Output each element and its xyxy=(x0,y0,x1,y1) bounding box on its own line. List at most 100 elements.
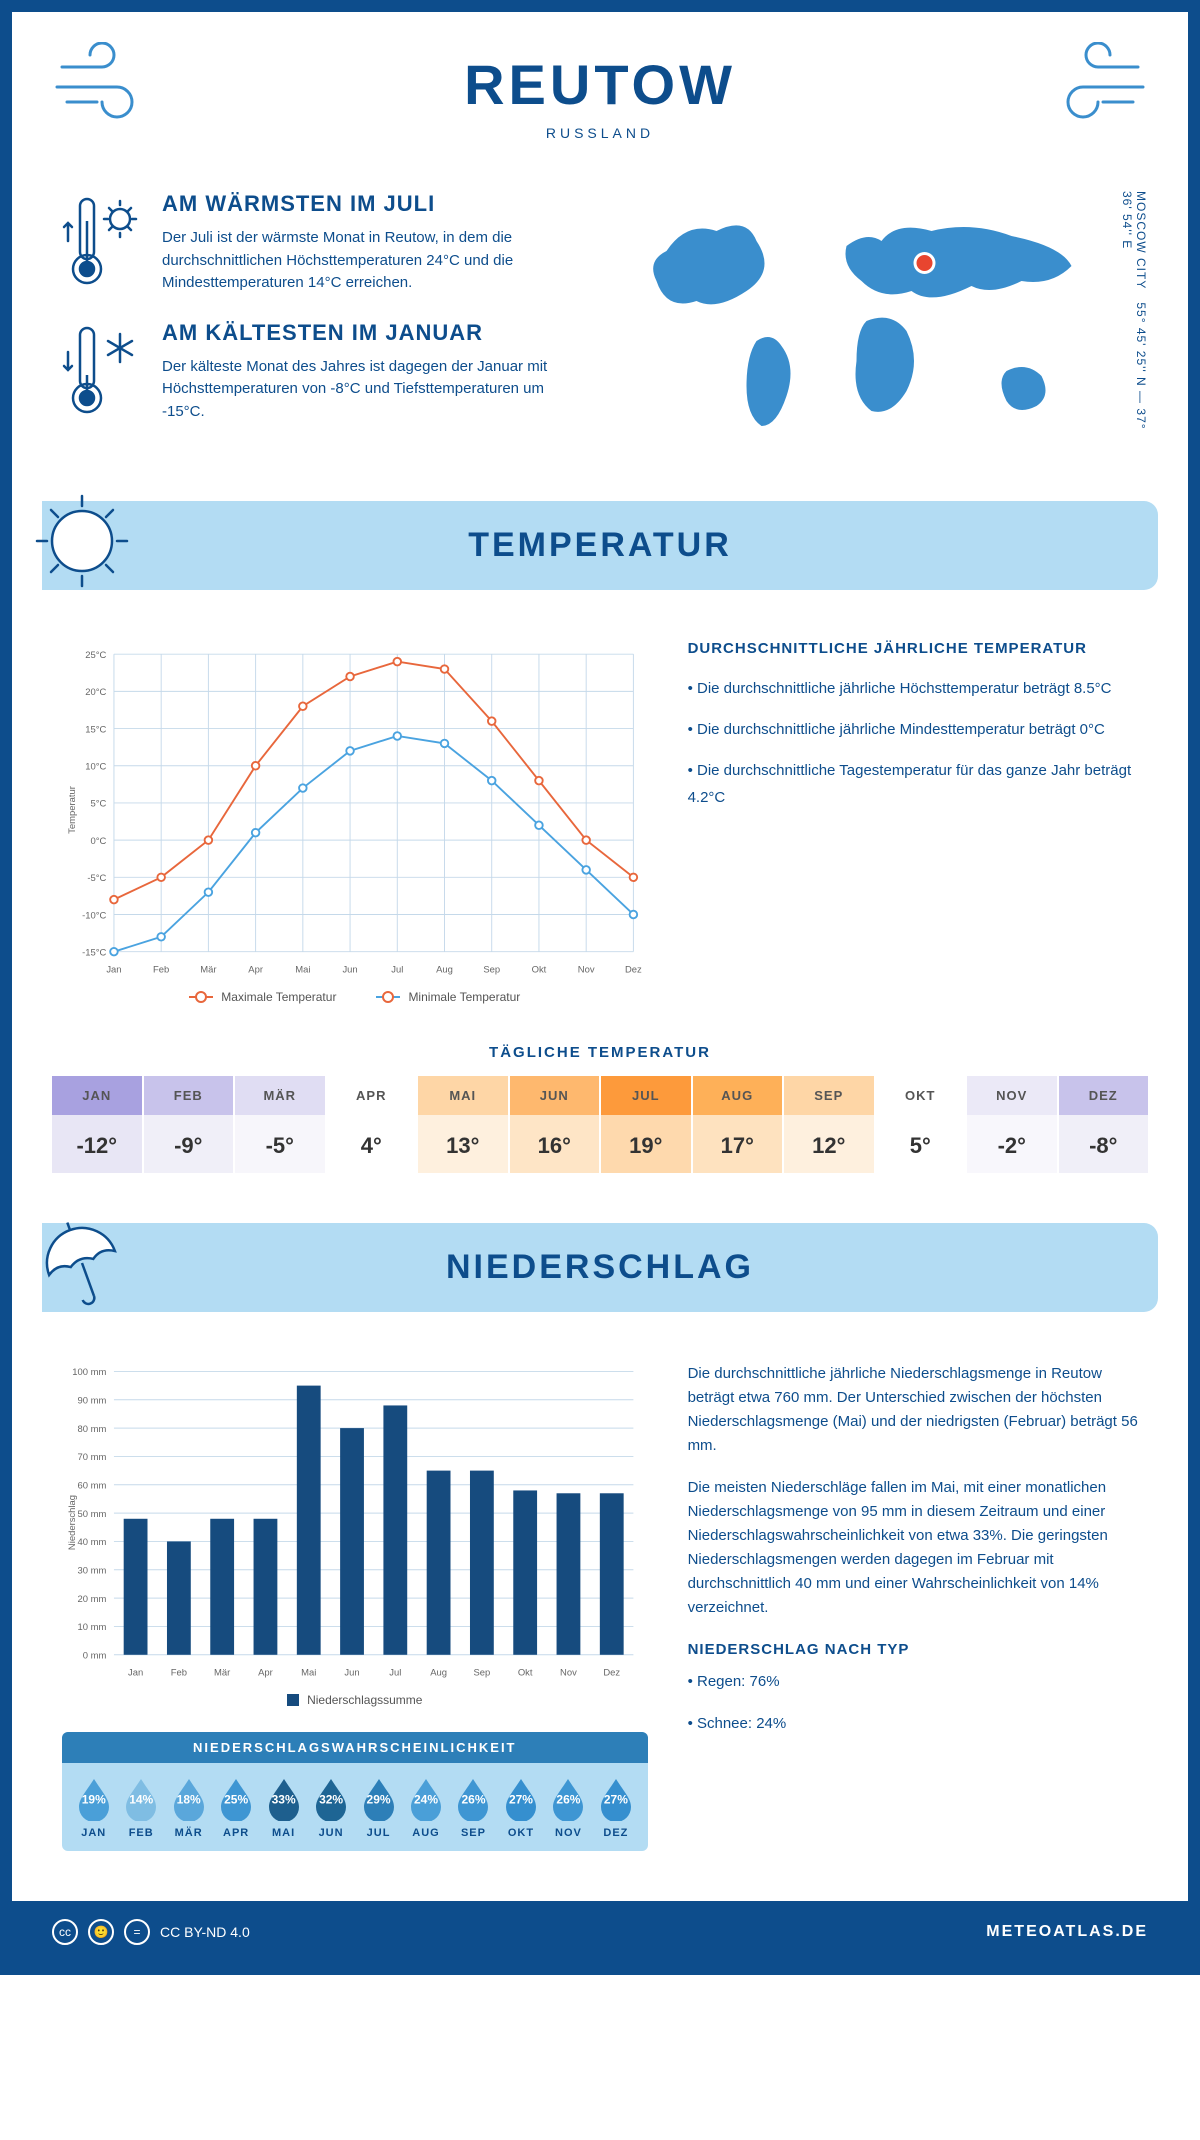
svg-text:Temperatur: Temperatur xyxy=(67,786,78,834)
svg-text:50 mm: 50 mm xyxy=(78,1509,107,1520)
daily-cell: APR4° xyxy=(327,1076,417,1173)
svg-text:0°C: 0°C xyxy=(91,836,107,847)
svg-text:40 mm: 40 mm xyxy=(78,1537,107,1548)
prob-cell: 26%NOV xyxy=(545,1775,592,1839)
svg-text:20 mm: 20 mm xyxy=(78,1594,107,1605)
svg-text:Jun: Jun xyxy=(344,1668,359,1679)
svg-text:25°C: 25°C xyxy=(85,650,106,661)
precipitation-chart: 0 mm10 mm20 mm30 mm40 mm50 mm60 mm70 mm8… xyxy=(62,1362,648,1707)
daily-temp-grid: JAN-12°FEB-9°MÄR-5°APR4°MAI13°JUN16°JUL1… xyxy=(12,1076,1188,1173)
daily-cell: AUG17° xyxy=(693,1076,783,1173)
svg-text:-15°C: -15°C xyxy=(82,947,106,958)
daily-cell: DEZ-8° xyxy=(1059,1076,1149,1173)
fact-cold-text: Der kälteste Monat des Jahres ist dagege… xyxy=(162,356,585,424)
intro-section: AM WÄRMSTEN IM JULI Der Juli ist der wär… xyxy=(12,171,1188,481)
svg-text:Jul: Jul xyxy=(391,964,403,975)
daily-temp-title: TÄGLICHE TEMPERATUR xyxy=(12,1044,1188,1061)
probability-box: NIEDERSCHLAGSWAHRSCHEINLICHKEIT 19%JAN14… xyxy=(62,1732,648,1851)
prob-cell: 25%APR xyxy=(212,1775,259,1839)
temperature-banner: TEMPERATUR xyxy=(42,501,1158,590)
precipitation-description: Die durchschnittliche jährliche Niedersc… xyxy=(688,1362,1138,1851)
daily-cell: MÄR-5° xyxy=(235,1076,325,1173)
svg-text:Jul: Jul xyxy=(389,1668,401,1679)
legend-min: Minimale Temperatur xyxy=(408,990,520,1004)
svg-text:Aug: Aug xyxy=(436,964,453,975)
city-name: REUTOW xyxy=(32,52,1168,117)
temperature-title: TEMPERATUR xyxy=(62,526,1138,565)
svg-text:Feb: Feb xyxy=(171,1668,187,1679)
prob-cell: 27%OKT xyxy=(497,1775,544,1839)
fact-cold-title: AM KÄLTESTEN IM JANUAR xyxy=(162,320,585,346)
svg-text:Jan: Jan xyxy=(128,1668,143,1679)
thermometer-snow-icon xyxy=(62,320,142,420)
wind-icon-right xyxy=(1028,42,1148,122)
intro-facts: AM WÄRMSTEN IM JULI Der Juli ist der wär… xyxy=(62,191,585,451)
svg-text:Apr: Apr xyxy=(258,1668,273,1679)
temp-desc-p3: • Die durchschnittliche Tagestemperatur … xyxy=(688,757,1138,811)
world-map-icon xyxy=(615,191,1138,451)
nd-icon: = xyxy=(124,1919,150,1945)
svg-text:15°C: 15°C xyxy=(85,724,106,735)
daily-cell: JUL19° xyxy=(601,1076,691,1173)
prob-cell: 32%JUN xyxy=(307,1775,354,1839)
precip-type-snow: • Schnee: 24% xyxy=(688,1712,1138,1736)
svg-text:Mär: Mär xyxy=(214,1668,230,1679)
svg-text:Mär: Mär xyxy=(200,964,216,975)
precipitation-banner: NIEDERSCHLAG xyxy=(42,1223,1158,1312)
prob-cell: 24%AUG xyxy=(402,1775,449,1839)
temperature-chart: -15°C-10°C-5°C0°C5°C10°C15°C20°C25°CJanF… xyxy=(62,640,648,1004)
cc-icon: cc xyxy=(52,1919,78,1945)
precip-type-title: NIEDERSCHLAG NACH TYP xyxy=(688,1638,1138,1662)
temp-desc-p2: • Die durchschnittliche jährliche Mindes… xyxy=(688,716,1138,743)
daily-cell: JAN-12° xyxy=(52,1076,142,1173)
legend-precip: Niederschlagssumme xyxy=(307,1693,422,1707)
svg-text:10 mm: 10 mm xyxy=(78,1622,107,1633)
daily-cell: SEP12° xyxy=(784,1076,874,1173)
svg-text:Okt: Okt xyxy=(532,964,547,975)
svg-text:Dez: Dez xyxy=(603,1668,620,1679)
footer-license: cc 🙂 = CC BY-ND 4.0 xyxy=(52,1919,250,1945)
svg-text:Mai: Mai xyxy=(295,964,310,975)
page: REUTOW RUSSLAND AM WÄRMSTEN IM JULI Der … xyxy=(0,0,1200,1975)
precip-desc-p1: Die durchschnittliche jährliche Niedersc… xyxy=(688,1362,1138,1458)
prob-cell: 18%MÄR xyxy=(165,1775,212,1839)
daily-cell: FEB-9° xyxy=(144,1076,234,1173)
svg-text:Mai: Mai xyxy=(301,1668,316,1679)
svg-text:Jan: Jan xyxy=(106,964,121,975)
svg-text:Sep: Sep xyxy=(473,1668,490,1679)
svg-text:Okt: Okt xyxy=(518,1668,533,1679)
footer: cc 🙂 = CC BY-ND 4.0 METEOATLAS.DE xyxy=(12,1901,1188,1963)
precipitation-title: NIEDERSCHLAG xyxy=(62,1248,1138,1287)
footer-brand: METEOATLAS.DE xyxy=(986,1923,1148,1941)
daily-cell: MAI13° xyxy=(418,1076,508,1173)
daily-cell: JUN16° xyxy=(510,1076,600,1173)
intro-map: MOSCOW CITY 55° 45' 25'' N — 37° 36' 54'… xyxy=(615,191,1138,451)
temp-desc-title: DURCHSCHNITTLICHE JÄHRLICHE TEMPERATUR xyxy=(688,640,1138,657)
fact-cold: AM KÄLTESTEN IM JANUAR Der kälteste Mona… xyxy=(62,320,585,424)
svg-text:20°C: 20°C xyxy=(85,687,106,698)
sun-icon xyxy=(27,486,137,596)
precip-desc-p2: Die meisten Niederschläge fallen im Mai,… xyxy=(688,1476,1138,1620)
svg-text:Jun: Jun xyxy=(342,964,357,975)
svg-text:70 mm: 70 mm xyxy=(78,1452,107,1463)
thermometer-sun-icon xyxy=(62,191,142,291)
precipitation-section: 0 mm10 mm20 mm30 mm40 mm50 mm60 mm70 mm8… xyxy=(12,1332,1188,1871)
country-name: RUSSLAND xyxy=(32,125,1168,141)
temp-legend: .leg-sw:nth-child(1)::before{border-colo… xyxy=(62,990,648,1004)
svg-text:100 mm: 100 mm xyxy=(72,1367,106,1378)
fact-warm-title: AM WÄRMSTEN IM JULI xyxy=(162,191,585,217)
fact-warm: AM WÄRMSTEN IM JULI Der Juli ist der wär… xyxy=(62,191,585,295)
prob-cell: 33%MAI xyxy=(260,1775,307,1839)
svg-text:5°C: 5°C xyxy=(91,799,107,810)
prob-cell: 14%FEB xyxy=(117,1775,164,1839)
daily-cell: OKT5° xyxy=(876,1076,966,1173)
svg-text:30 mm: 30 mm xyxy=(78,1566,107,1577)
daily-cell: NOV-2° xyxy=(967,1076,1057,1173)
svg-text:Dez: Dez xyxy=(625,964,642,975)
umbrella-icon xyxy=(27,1208,137,1318)
svg-text:60 mm: 60 mm xyxy=(78,1481,107,1492)
legend-max: Maximale Temperatur xyxy=(221,990,336,1004)
prob-cell: 27%DEZ xyxy=(592,1775,639,1839)
temperature-description: DURCHSCHNITTLICHE JÄHRLICHE TEMPERATUR •… xyxy=(688,640,1138,1004)
license-text: CC BY-ND 4.0 xyxy=(160,1924,250,1940)
